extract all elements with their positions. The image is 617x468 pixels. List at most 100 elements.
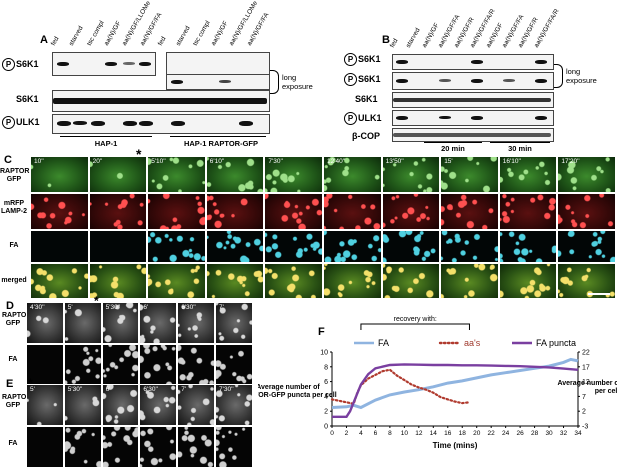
group-20-min: 20 min [441, 144, 465, 153]
microscopy-tile [440, 193, 499, 230]
timestamp-label: 7'30'' [268, 158, 283, 165]
microscopy-tile [88, 230, 148, 263]
microscopy-tile: 5'30'' [101, 302, 140, 344]
timestamp-label: 20'' [92, 158, 103, 165]
y2-tick-label: 22 [582, 350, 590, 357]
panel-a-row-s6k1: S6K1 [16, 94, 39, 104]
timestamp-label: 6'10'' [209, 158, 225, 165]
timestamp-label: 13'50'' [385, 158, 404, 165]
blot-a-p-ulk1 [52, 114, 270, 134]
panel-a-row-p-ulk1: P ULK1 [2, 116, 40, 129]
phospho-circle-icon: P [2, 116, 15, 129]
microscopy-tile [215, 426, 253, 468]
group-hap1-raptor-gfp: HAP-1 RAPTOR-GFP [183, 139, 259, 148]
x-tick-label: 6 [374, 430, 378, 437]
x-tick-label: 8 [388, 430, 392, 437]
microscopy-tile: 5' [63, 302, 102, 344]
microscopy-tile: 10'' [30, 156, 89, 193]
microscopy-tile: 6'10'' [205, 156, 265, 193]
timestamp-label: 16'10'' [502, 158, 521, 165]
microscopy-tile: 20'' [88, 156, 148, 193]
microscopy-tile [177, 344, 215, 386]
fa-puncta-chart: 0 2 4 6 8 10 12 14 16 18 20 22 24 26 28 30 32 340246810-3… [258, 316, 617, 450]
legend-label: FA puncta [536, 338, 576, 348]
microscopy-tile [147, 230, 206, 263]
panel-b-long-exposure-label: long exposure [566, 67, 597, 85]
microscopy-tile: 5'30'' [63, 384, 102, 426]
lane-label: aa(N)/GF/FA/R [532, 7, 561, 50]
phospho-circle-icon: P [344, 112, 357, 125]
panel-d-letter: D [6, 300, 14, 312]
microscopy-tile [264, 193, 323, 230]
panel-f-letter: F [318, 326, 325, 338]
microscopy-tile [26, 426, 64, 468]
microscopy-tile: 16'10'' [498, 156, 558, 193]
timestamp-label: 15' [444, 158, 453, 165]
microscopy-tile [63, 344, 102, 386]
panel-a-long-exposure-label: long exposure [282, 73, 313, 91]
y2-tick-label: 12 [582, 379, 590, 386]
panel-b-row-p-s6k1: P S6K1 [344, 53, 381, 66]
microscopy-tile: 5'10'' [147, 156, 206, 193]
legend-label: aa's [464, 338, 481, 348]
panel-b-row-s6k1: S6K1 [355, 94, 378, 104]
y-tick-label: 10 [320, 350, 328, 357]
panel-a-letter: A [40, 34, 48, 46]
blot-b-p-ulk1 [392, 110, 554, 126]
microscopy-tile: 6' [101, 384, 140, 426]
scale-bar [588, 293, 610, 295]
timestamp-label: 6'30'' [181, 304, 196, 311]
y2-tick-label: 2 [582, 409, 586, 416]
microscopy-tile [139, 344, 178, 386]
microscopy-tile [147, 263, 206, 299]
x-tick-label: 28 [531, 430, 539, 437]
y2-tick-label: 7 [582, 394, 586, 401]
group-30-min: 30 min [508, 144, 532, 153]
microscopy-tile [557, 230, 616, 263]
legend-label: FA [378, 338, 389, 348]
timestamp-label: 7' [181, 386, 187, 393]
timestamp-label: 5'10'' [151, 158, 166, 165]
x-tick-label: 32 [560, 430, 568, 437]
microscopy-tile: 13'50'' [381, 156, 441, 193]
timestamp-label: 5' [67, 304, 73, 311]
row-label-merged: merged [1, 277, 27, 284]
e-row-label-raptor-gfp: RAPTOR GFP [2, 394, 32, 409]
timestamp-label: 4'30'' [30, 304, 45, 311]
x-tick-label: 14 [430, 430, 438, 437]
microscopy-tile: 6'30'' [139, 384, 178, 426]
microscopy-tile [205, 263, 265, 299]
y-tick-label: 8 [324, 364, 328, 371]
microscopy-tile: 6' [139, 302, 178, 344]
timestamp-label: 6' [105, 386, 111, 393]
blot-a-raptor-p-s6k1-long [166, 74, 270, 90]
panel-d-star: * [94, 294, 99, 308]
blot-a-raptor-p-s6k1 [166, 52, 270, 76]
microscopy-tile: 4'30'' [26, 302, 64, 344]
microscopy-tile [323, 230, 382, 263]
microscopy-tile [147, 193, 206, 230]
blot-b-beta-cop [392, 128, 554, 142]
x-axis-title: Time (mins) [433, 441, 478, 450]
microscopy-tile [498, 193, 558, 230]
phospho-circle-icon: P [344, 53, 357, 66]
microscopy-tile [381, 230, 441, 263]
timestamp-label: 5' [30, 386, 35, 393]
lane-label: starved [67, 25, 85, 47]
microscopy-tile [88, 193, 148, 230]
microscopy-tile: 6'30'' [177, 302, 215, 344]
e-row-label-fa: FA [8, 440, 18, 447]
group-line-20min [424, 142, 482, 143]
microscopy-tile [177, 426, 215, 468]
microscopy-tile [498, 263, 558, 299]
timestamp-label: 17'20'' [561, 158, 580, 165]
y-tick-label: 6 [324, 379, 328, 386]
x-tick-label: 12 [415, 430, 423, 437]
x-tick-label: 26 [517, 430, 525, 437]
d-row-label-raptor-gfp: RAPTOR GFP [2, 312, 32, 327]
long-exposure-bracket [270, 70, 279, 94]
phospho-circle-icon: P [2, 58, 15, 71]
group-hap1: HAP-1 [94, 139, 118, 148]
series-line-fapuncta [332, 363, 579, 419]
x-tick-label: 24 [502, 430, 510, 437]
